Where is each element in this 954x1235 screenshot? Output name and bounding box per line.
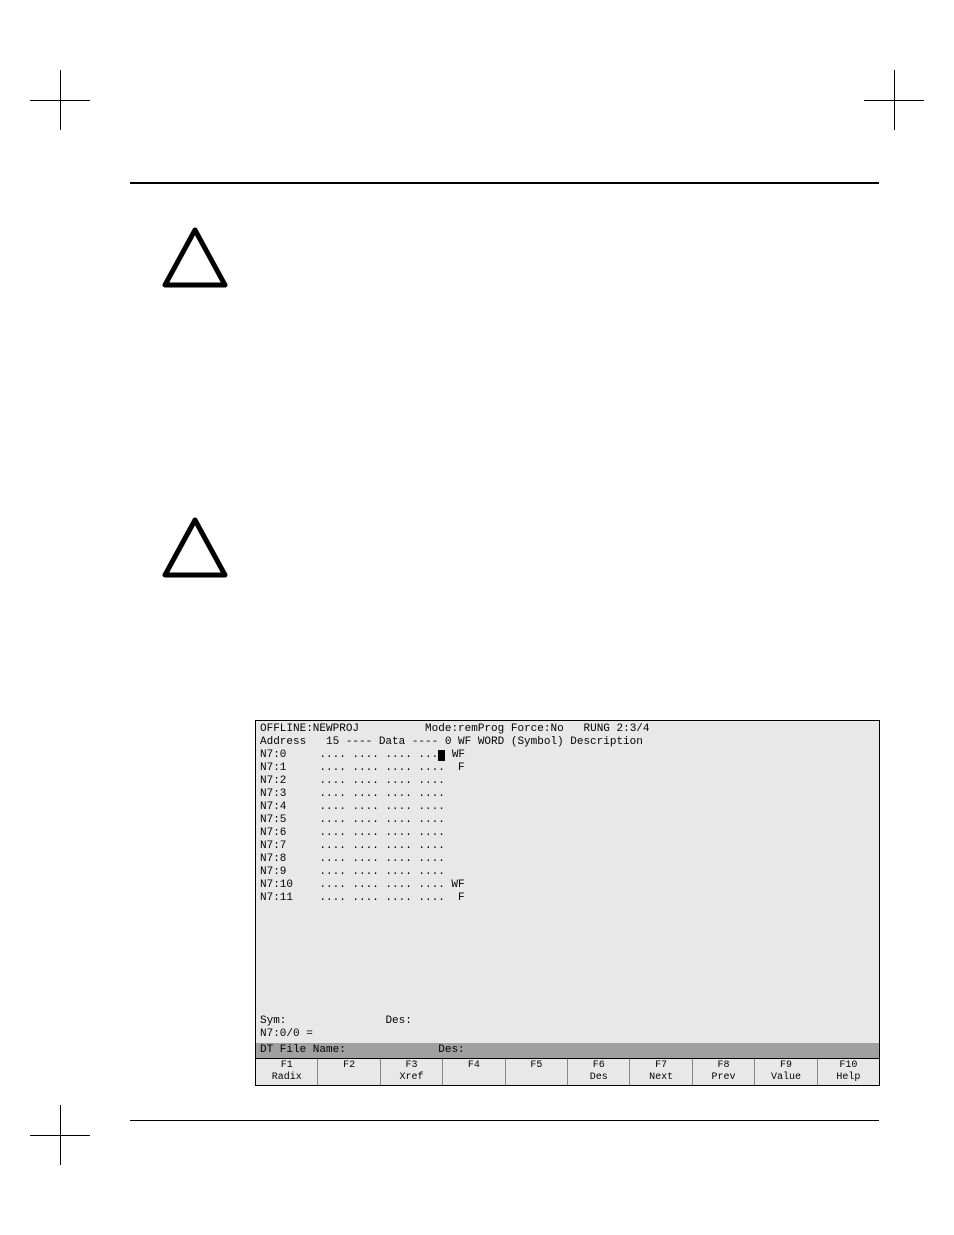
- fkey-des[interactable]: F6Des: [568, 1059, 630, 1085]
- data-row: N7:1 .... .... .... .... F: [260, 762, 875, 775]
- sym-des-section: Sym: Des: N7:0/0 =: [260, 1015, 875, 1041]
- terminal-content: OFFLINE:NEWPROJ Mode:remProg Force:No RU…: [256, 721, 879, 1043]
- fkey-[interactable]: F5: [506, 1059, 568, 1085]
- fkey-value[interactable]: F9Value: [755, 1059, 817, 1085]
- des-label: Des:: [385, 1015, 411, 1027]
- fkey-help[interactable]: F10Help: [818, 1059, 879, 1085]
- fkey-label: Help: [818, 1072, 879, 1084]
- fkey-num: F4: [443, 1060, 504, 1072]
- fkey-radix[interactable]: F1Radix: [256, 1059, 318, 1085]
- data-rows: N7:0 .... .... .... ... WFN7:1 .... ....…: [260, 749, 875, 905]
- status-mode: Mode:remProg: [425, 723, 504, 735]
- fkey-label: [443, 1072, 504, 1084]
- data-row: N7:3 .... .... .... ....: [260, 788, 875, 801]
- fkey-num: F1: [256, 1060, 317, 1072]
- data-row: N7:5 .... .... .... ....: [260, 814, 875, 827]
- fkey-[interactable]: F2: [318, 1059, 380, 1085]
- fkey-num: F2: [318, 1060, 379, 1072]
- data-row: N7:9 .... .... .... ....: [260, 866, 875, 879]
- fkey-label: Prev: [693, 1072, 754, 1084]
- fkey-num: F7: [630, 1060, 691, 1072]
- data-row: N7:10 .... .... .... .... WF: [260, 879, 875, 892]
- fkey-label: Xref: [381, 1072, 442, 1084]
- fkey-num: F6: [568, 1060, 629, 1072]
- data-row: N7:4 .... .... .... ....: [260, 801, 875, 814]
- file-name-bar: DT File Name: Des:: [256, 1043, 879, 1058]
- data-row: N7:6 .... .... .... ....: [260, 827, 875, 840]
- crop-mark-bottom-left: [30, 1105, 90, 1165]
- fkey-label: Value: [755, 1072, 816, 1084]
- terminal-window: OFFLINE:NEWPROJ Mode:remProg Force:No RU…: [255, 720, 880, 1086]
- cursor-block: [438, 750, 445, 761]
- fkey-[interactable]: F4: [443, 1059, 505, 1085]
- fkey-prev[interactable]: F8Prev: [693, 1059, 755, 1085]
- warning-triangle-icon: [160, 515, 230, 585]
- data-row: N7:2 .... .... .... ....: [260, 775, 875, 788]
- status-rung: RUNG 2:3/4: [584, 723, 650, 735]
- crop-mark-top-left: [30, 70, 90, 130]
- status-force: Force:No: [511, 723, 564, 735]
- fkey-num: F3: [381, 1060, 442, 1072]
- fkey-label: Radix: [256, 1072, 317, 1084]
- horizontal-rule-top: [130, 182, 879, 184]
- data-header: Address 15 ---- Data ---- 0 WF WORD (Sym…: [260, 736, 875, 749]
- fkey-num: F8: [693, 1060, 754, 1072]
- file-bar-name-label: DT File Name:: [260, 1044, 346, 1056]
- fkey-xref[interactable]: F3Xref: [381, 1059, 443, 1085]
- fkey-label: Des: [568, 1072, 629, 1084]
- fkey-next[interactable]: F7Next: [630, 1059, 692, 1085]
- file-bar-des-label: Des:: [438, 1044, 464, 1056]
- warning-triangle-icon: [160, 225, 230, 295]
- fkey-num: F10: [818, 1060, 879, 1072]
- status-line: OFFLINE:NEWPROJ Mode:remProg Force:No RU…: [260, 723, 875, 736]
- cursor-address: N7:0/0 =: [260, 1028, 313, 1040]
- data-row: N7:0 .... .... .... ... WF: [260, 749, 875, 762]
- fkey-label: Next: [630, 1072, 691, 1084]
- data-row: N7:11 .... .... .... .... F: [260, 892, 875, 905]
- function-key-bar: F1RadixF2 F3XrefF4 F5 F6DesF7NextF8PrevF…: [256, 1058, 879, 1085]
- data-row: N7:8 .... .... .... ....: [260, 853, 875, 866]
- crop-mark-top-right: [864, 70, 924, 130]
- fkey-label: [318, 1072, 379, 1084]
- fkey-num: F9: [755, 1060, 816, 1072]
- fkey-num: F5: [506, 1060, 567, 1072]
- data-row: N7:7 .... .... .... ....: [260, 840, 875, 853]
- fkey-label: [506, 1072, 567, 1084]
- sym-label: Sym:: [260, 1015, 286, 1027]
- horizontal-rule-bottom: [130, 1120, 879, 1121]
- status-offline: OFFLINE:NEWPROJ: [260, 723, 359, 735]
